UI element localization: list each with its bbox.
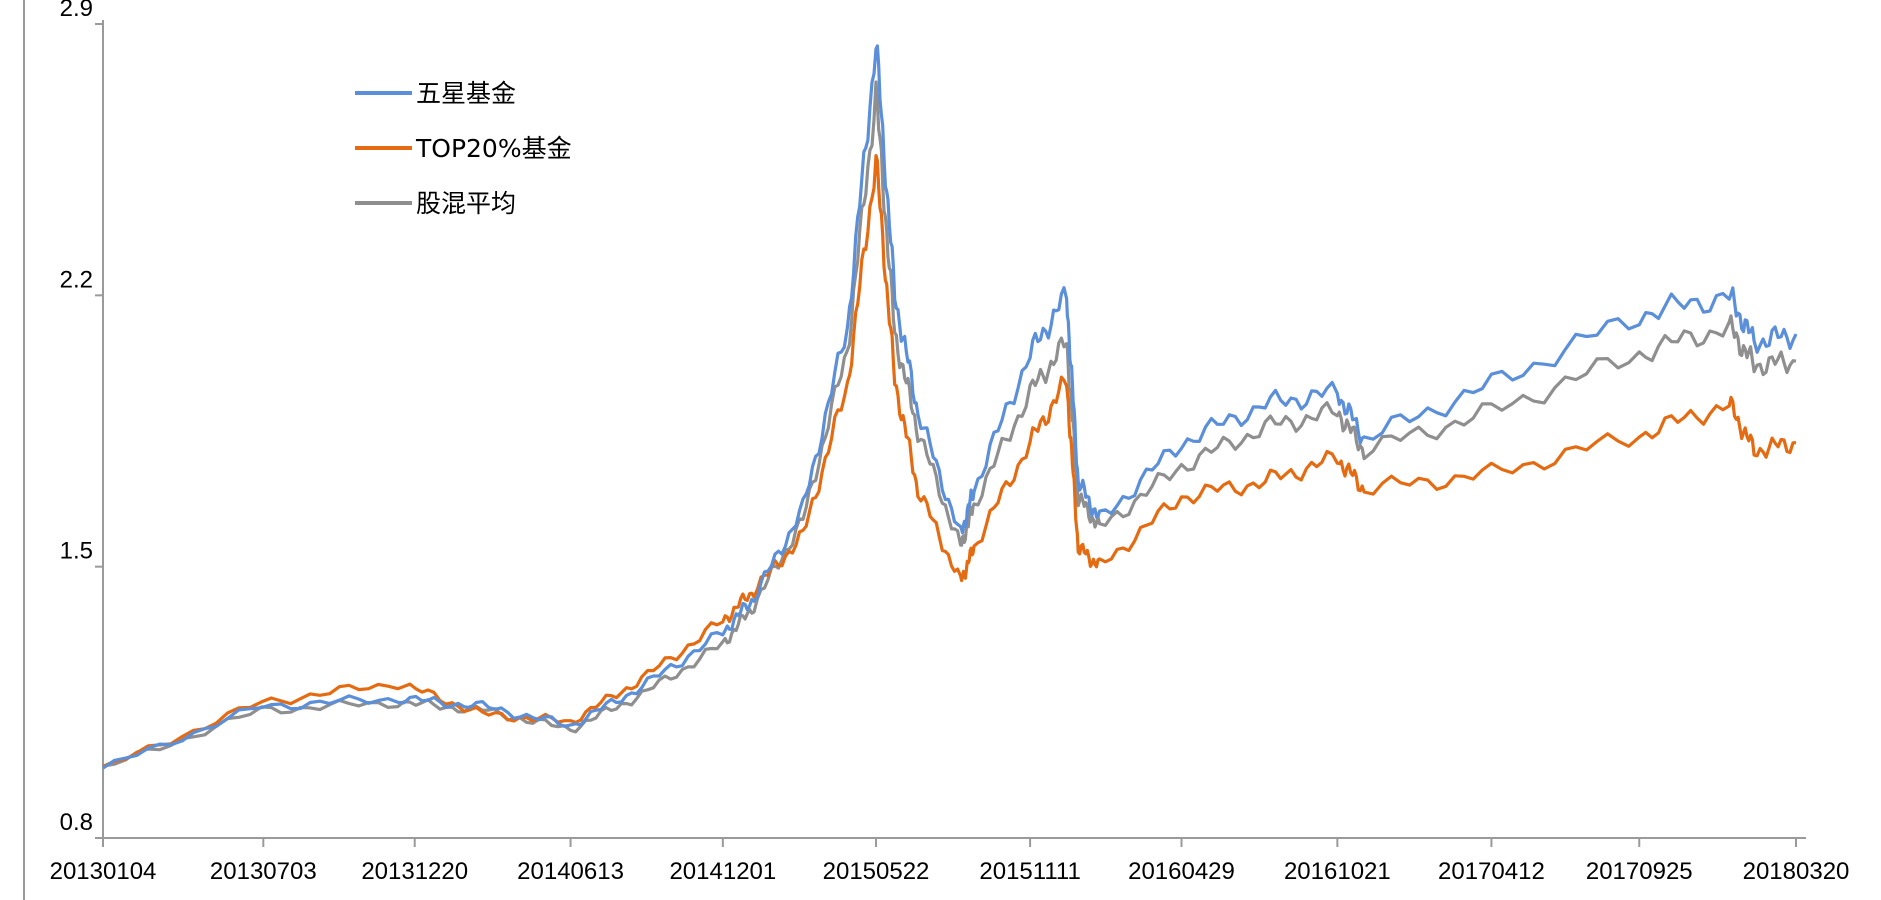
- series-line-0: [102, 44, 1798, 770]
- x-tick-label: 20130703: [210, 858, 317, 885]
- series-lines: [102, 44, 1798, 770]
- series-line-1: [102, 154, 1797, 768]
- axes: 0.8 1.5 2.2 2.9 20130104 20130703 20131220 2014…: [23, 0, 1850, 900]
- x-tick-label: 20140613: [517, 858, 624, 885]
- legend-label: 股混平均: [416, 189, 516, 218]
- x-tick-label: 20180320: [1743, 858, 1850, 885]
- y-tick-label: 0.8: [60, 809, 93, 836]
- series-line-2: [102, 80, 1797, 768]
- legend-label: 五星基金: [416, 79, 516, 108]
- x-tick-label: 20170412: [1438, 858, 1545, 885]
- x-tick-label: 20160429: [1128, 858, 1235, 885]
- y-tick-label: 1.5: [60, 538, 93, 565]
- x-tick-label: 20151111: [979, 858, 1080, 885]
- x-tick-label: 20130104: [50, 858, 157, 885]
- x-tick-label: 20141201: [669, 858, 776, 885]
- legend-label: TOP20%基金: [415, 134, 572, 163]
- y-tick-label: 2.9: [60, 0, 93, 22]
- x-tick-label: 20161021: [1284, 858, 1391, 885]
- x-tick-label: 20170925: [1586, 858, 1693, 885]
- y-tick-label: 2.2: [60, 266, 93, 293]
- x-tick-label: 20131220: [361, 858, 468, 885]
- x-tick-label: 20150522: [823, 858, 930, 885]
